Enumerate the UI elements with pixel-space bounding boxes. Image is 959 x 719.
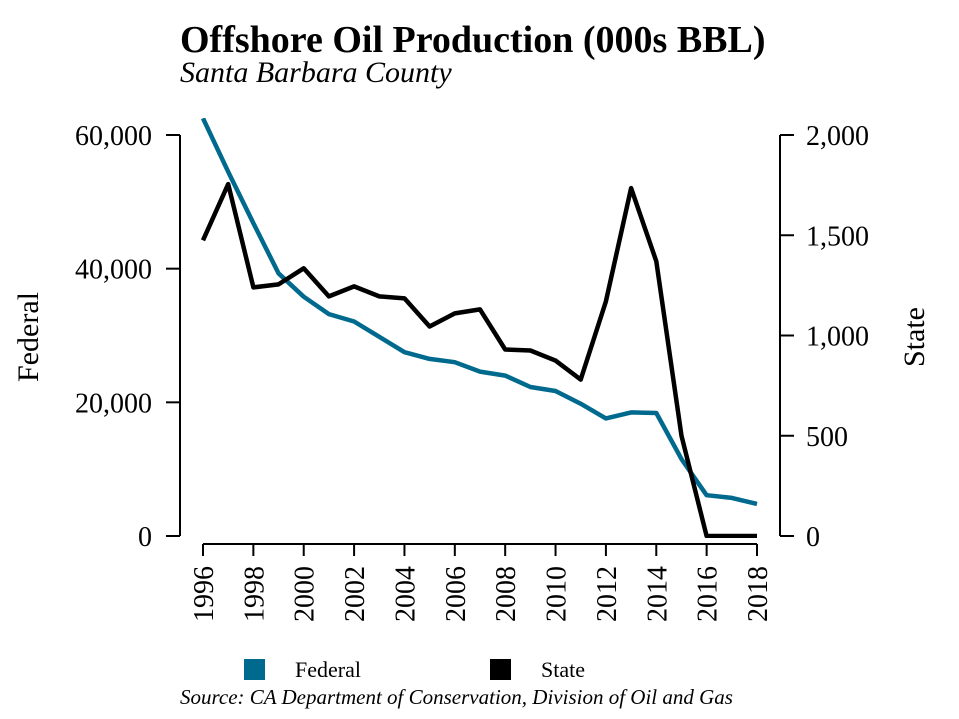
legend: Federal State bbox=[244, 657, 585, 682]
x-tick-label: 1998 bbox=[239, 566, 270, 622]
right-axis: 0 500 1,000 1,500 2,000 bbox=[779, 121, 869, 553]
right-tick-label: 0 bbox=[806, 522, 820, 553]
left-axis: 0 20,000 40,000 60,000 bbox=[75, 121, 181, 553]
x-tick-label: 2004 bbox=[390, 566, 421, 622]
x-tick-label: 2012 bbox=[592, 566, 623, 622]
chart-subtitle: Santa Barbara County bbox=[180, 56, 452, 89]
x-tick-label: 2000 bbox=[290, 566, 321, 622]
x-tick-label: 1996 bbox=[189, 566, 220, 622]
right-axis-title: State bbox=[898, 307, 931, 367]
right-tick-label: 1,500 bbox=[806, 221, 869, 252]
x-tick-label: 2018 bbox=[743, 566, 774, 622]
x-tick-label: 2014 bbox=[642, 566, 673, 622]
x-axis: 1996 1998 2000 2002 2004 2006 2008 2010 2012 2014… bbox=[189, 543, 774, 622]
left-tick-label: 60,000 bbox=[75, 121, 152, 152]
legend-label-federal: Federal bbox=[295, 657, 361, 682]
right-tick-label: 1,000 bbox=[806, 322, 869, 353]
left-axis-title: Federal bbox=[12, 292, 45, 382]
right-tick-label: 500 bbox=[806, 422, 848, 453]
legend-swatch-state bbox=[490, 659, 511, 680]
x-tick-label: 2006 bbox=[441, 566, 472, 622]
left-tick-label: 40,000 bbox=[75, 255, 152, 286]
chart-title: Offshore Oil Production (000s BBL) bbox=[180, 19, 766, 61]
series-line-state bbox=[200, 181, 757, 538]
x-tick-label: 2010 bbox=[542, 566, 573, 622]
series-layer bbox=[200, 118, 758, 538]
legend-swatch-federal bbox=[244, 659, 265, 680]
legend-label-state: State bbox=[541, 657, 585, 682]
left-tick-label: 20,000 bbox=[75, 388, 152, 419]
series-line-federal bbox=[200, 118, 758, 507]
x-tick-label: 2008 bbox=[491, 566, 522, 622]
left-tick-label: 0 bbox=[138, 522, 152, 553]
x-tick-label: 2002 bbox=[340, 566, 371, 622]
x-tick-label: 2016 bbox=[693, 566, 724, 622]
right-tick-label: 2,000 bbox=[806, 121, 869, 152]
source-note: Source: CA Department of Conservation, D… bbox=[180, 685, 733, 709]
